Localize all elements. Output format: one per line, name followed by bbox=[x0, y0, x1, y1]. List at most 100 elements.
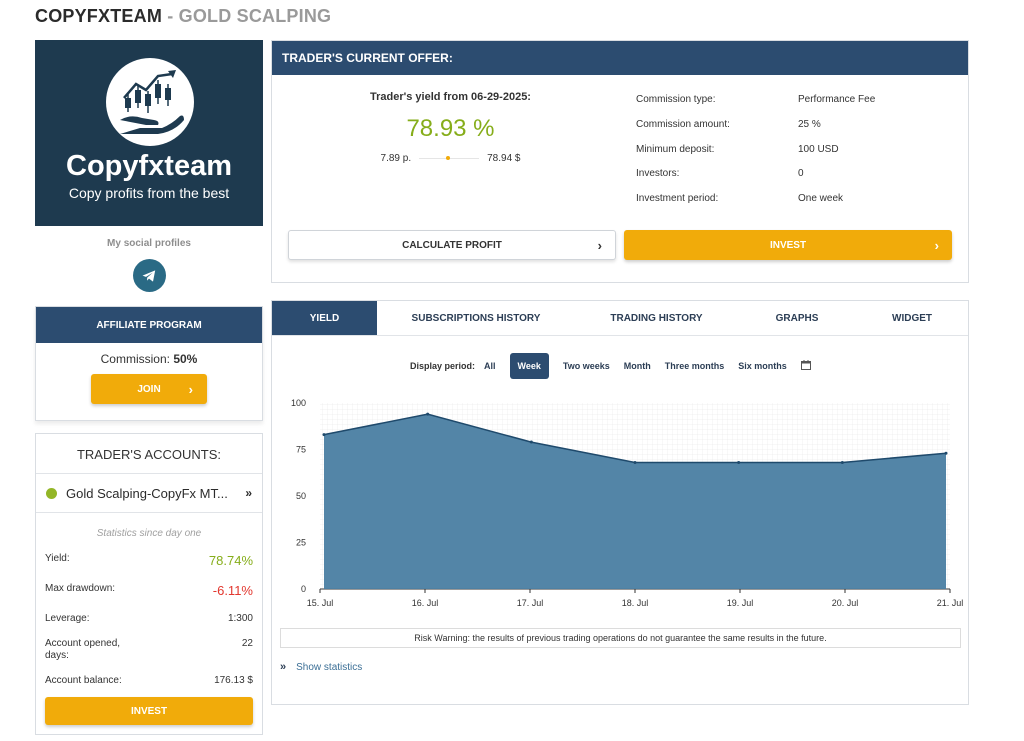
accounts-title: TRADER'S ACCOUNTS: bbox=[76, 447, 222, 462]
stat-label: Max drawdown: bbox=[45, 583, 116, 594]
trader-logo: Copyfxteam Copy profits from the best bbox=[35, 40, 263, 226]
account-stats: Yield: 78.74% Max drawdown: -6.11% Lever… bbox=[36, 553, 262, 689]
term-value: 100 USD bbox=[798, 143, 839, 155]
calculate-profit-label: CALCULATE PROFIT bbox=[402, 239, 502, 251]
period-six-months[interactable]: Six months bbox=[738, 361, 787, 371]
term-row: Investors: 0 bbox=[636, 168, 875, 193]
term-key: Minimum deposit: bbox=[636, 143, 715, 155]
stat-label: Account opened, days: bbox=[45, 638, 121, 661]
invest-button[interactable]: INVEST › bbox=[624, 230, 952, 260]
stat-account-balance: Account balance: 176.13 $ bbox=[45, 675, 253, 689]
telegram-button[interactable] bbox=[132, 259, 166, 292]
tab-subscriptions-history[interactable]: SUBSCRIPTIONS HISTORY bbox=[411, 312, 541, 324]
stat-account-opened: Account opened, days: 22 bbox=[45, 638, 253, 675]
stat-value: 1:300 bbox=[227, 613, 253, 624]
period-all[interactable]: All bbox=[484, 361, 496, 371]
x-axis: 15. Jul 16. Jul 17. Jul 18. Jul 19. Jul 20. J… bbox=[307, 588, 964, 608]
risk-warning: Risk Warning: the results of previous tr… bbox=[280, 628, 961, 648]
display-period-selector: Display period: All Week Two weeks Month… bbox=[410, 353, 811, 379]
yield-breakdown: 7.89 p. 78.94 $ bbox=[272, 153, 629, 164]
tab-yield[interactable]: YIELD bbox=[272, 301, 377, 335]
yield-money: 78.94 $ bbox=[487, 153, 521, 164]
offer-terms: Commission type: Performance Fee Commissi… bbox=[636, 94, 875, 218]
data-points bbox=[322, 412, 948, 465]
data-point bbox=[529, 440, 533, 444]
stat-value: 176.13 $ bbox=[214, 675, 253, 686]
yield-chart-panel: YIELD SUBSCRIPTIONS HISTORY TRADING HIST… bbox=[271, 300, 969, 705]
join-button[interactable]: JOIN › bbox=[91, 374, 207, 404]
data-point bbox=[322, 433, 326, 437]
affiliate-commission-label: Commission: bbox=[100, 352, 170, 366]
yield-separator bbox=[419, 156, 480, 160]
y-tick-label: 50 bbox=[296, 491, 306, 501]
y-axis: 0 25 50 75 100 bbox=[291, 398, 306, 594]
calendar-icon[interactable] bbox=[800, 360, 811, 372]
data-point bbox=[944, 451, 948, 455]
double-chevron-right-icon: » bbox=[245, 486, 252, 500]
yield-value: 78.93 % bbox=[406, 115, 495, 142]
social-profiles-title: My social profiles bbox=[107, 238, 191, 249]
y-tick-label: 0 bbox=[301, 584, 306, 594]
show-statistics-label: Show statistics bbox=[296, 661, 363, 673]
term-value: 25 % bbox=[798, 118, 821, 130]
period-two-weeks[interactable]: Two weeks bbox=[562, 361, 610, 371]
term-value: 0 bbox=[798, 168, 804, 180]
stat-label: Account balance: bbox=[45, 675, 122, 686]
title-separator: - bbox=[167, 6, 174, 26]
data-point bbox=[633, 461, 637, 465]
tab-trading-history[interactable]: TRADING HISTORY bbox=[610, 312, 703, 324]
account-selector[interactable]: Gold Scalping-CopyFx MT... » bbox=[36, 473, 262, 513]
show-statistics-link[interactable]: » Show statistics bbox=[280, 661, 362, 673]
offer-title: TRADER'S CURRENT OFFER: bbox=[272, 41, 968, 75]
term-row: Commission type: Performance Fee bbox=[636, 94, 875, 119]
affiliate-commission-value: 50% bbox=[173, 352, 198, 366]
term-value: One week bbox=[798, 193, 844, 205]
stat-value: 78.74% bbox=[208, 553, 253, 568]
x-tick-label: 16. Jul bbox=[412, 598, 439, 608]
period-month[interactable]: Month bbox=[623, 361, 651, 371]
affiliate-title: AFFILIATE PROGRAM bbox=[36, 307, 262, 343]
period-week[interactable]: Week bbox=[509, 353, 549, 379]
term-row: Commission amount: 25 % bbox=[636, 119, 875, 144]
y-tick-label: 75 bbox=[296, 445, 306, 455]
stat-value: -6.11% bbox=[212, 583, 253, 598]
tab-widget[interactable]: WIDGET bbox=[892, 312, 932, 324]
stat-yield: Yield: 78.74% bbox=[45, 553, 253, 583]
yield-label: Trader's yield from 06-29-2025: bbox=[370, 91, 531, 103]
invest-account-button[interactable]: INVEST bbox=[45, 697, 253, 725]
invest-button-label: INVEST bbox=[769, 239, 807, 251]
y-tick-label: 100 bbox=[291, 398, 306, 408]
calculate-profit-button[interactable]: CALCULATE PROFIT › bbox=[288, 230, 616, 260]
traders-accounts-card: TRADER'S ACCOUNTS: Gold Scalping-CopyFx … bbox=[35, 433, 263, 735]
logo-slogan: Copy profits from the best bbox=[68, 185, 230, 201]
status-dot-icon bbox=[46, 487, 57, 499]
page-title: COPYFXTEAM - GOLD SCALPING bbox=[35, 6, 331, 27]
stat-leverage: Leverage: 1:300 bbox=[45, 613, 253, 638]
stat-label: Leverage: bbox=[45, 613, 90, 624]
tab-graphs[interactable]: GRAPHS bbox=[775, 312, 819, 324]
strategy-name: GOLD SCALPING bbox=[178, 6, 332, 26]
term-key: Commission amount: bbox=[636, 118, 730, 130]
double-chevron-right-icon: » bbox=[280, 661, 287, 673]
join-button-label: JOIN bbox=[137, 383, 161, 395]
logo-name: Copyfxteam bbox=[66, 150, 232, 182]
x-tick-label: 15. Jul bbox=[307, 598, 334, 608]
period-three-months[interactable]: Three months bbox=[664, 361, 725, 371]
account-name: Gold Scalping-CopyFx MT... bbox=[66, 485, 228, 501]
affiliate-commission: Commission: 50% bbox=[36, 352, 262, 366]
term-key: Commission type: bbox=[636, 94, 716, 105]
data-point bbox=[426, 412, 430, 416]
chart-hand-icon bbox=[120, 70, 184, 134]
current-offer-panel: TRADER'S CURRENT OFFER: Trader's yield f… bbox=[271, 40, 969, 283]
x-tick-label: 21. Jul bbox=[937, 598, 964, 608]
display-period-label: Display period: bbox=[410, 361, 476, 371]
left-column: Copyfxteam Copy profits from the best My… bbox=[35, 40, 263, 735]
chevron-right-icon: › bbox=[188, 381, 193, 397]
affiliate-program-card: AFFILIATE PROGRAM Commission: 50% JOIN › bbox=[35, 306, 263, 421]
term-row: Minimum deposit: 100 USD bbox=[636, 144, 875, 169]
stat-max-drawdown: Max drawdown: -6.11% bbox=[45, 583, 253, 613]
yield-area bbox=[324, 414, 946, 589]
y-tick-label: 25 bbox=[296, 538, 306, 548]
term-value: Performance Fee bbox=[798, 94, 876, 105]
x-tick-label: 20. Jul bbox=[832, 598, 859, 608]
